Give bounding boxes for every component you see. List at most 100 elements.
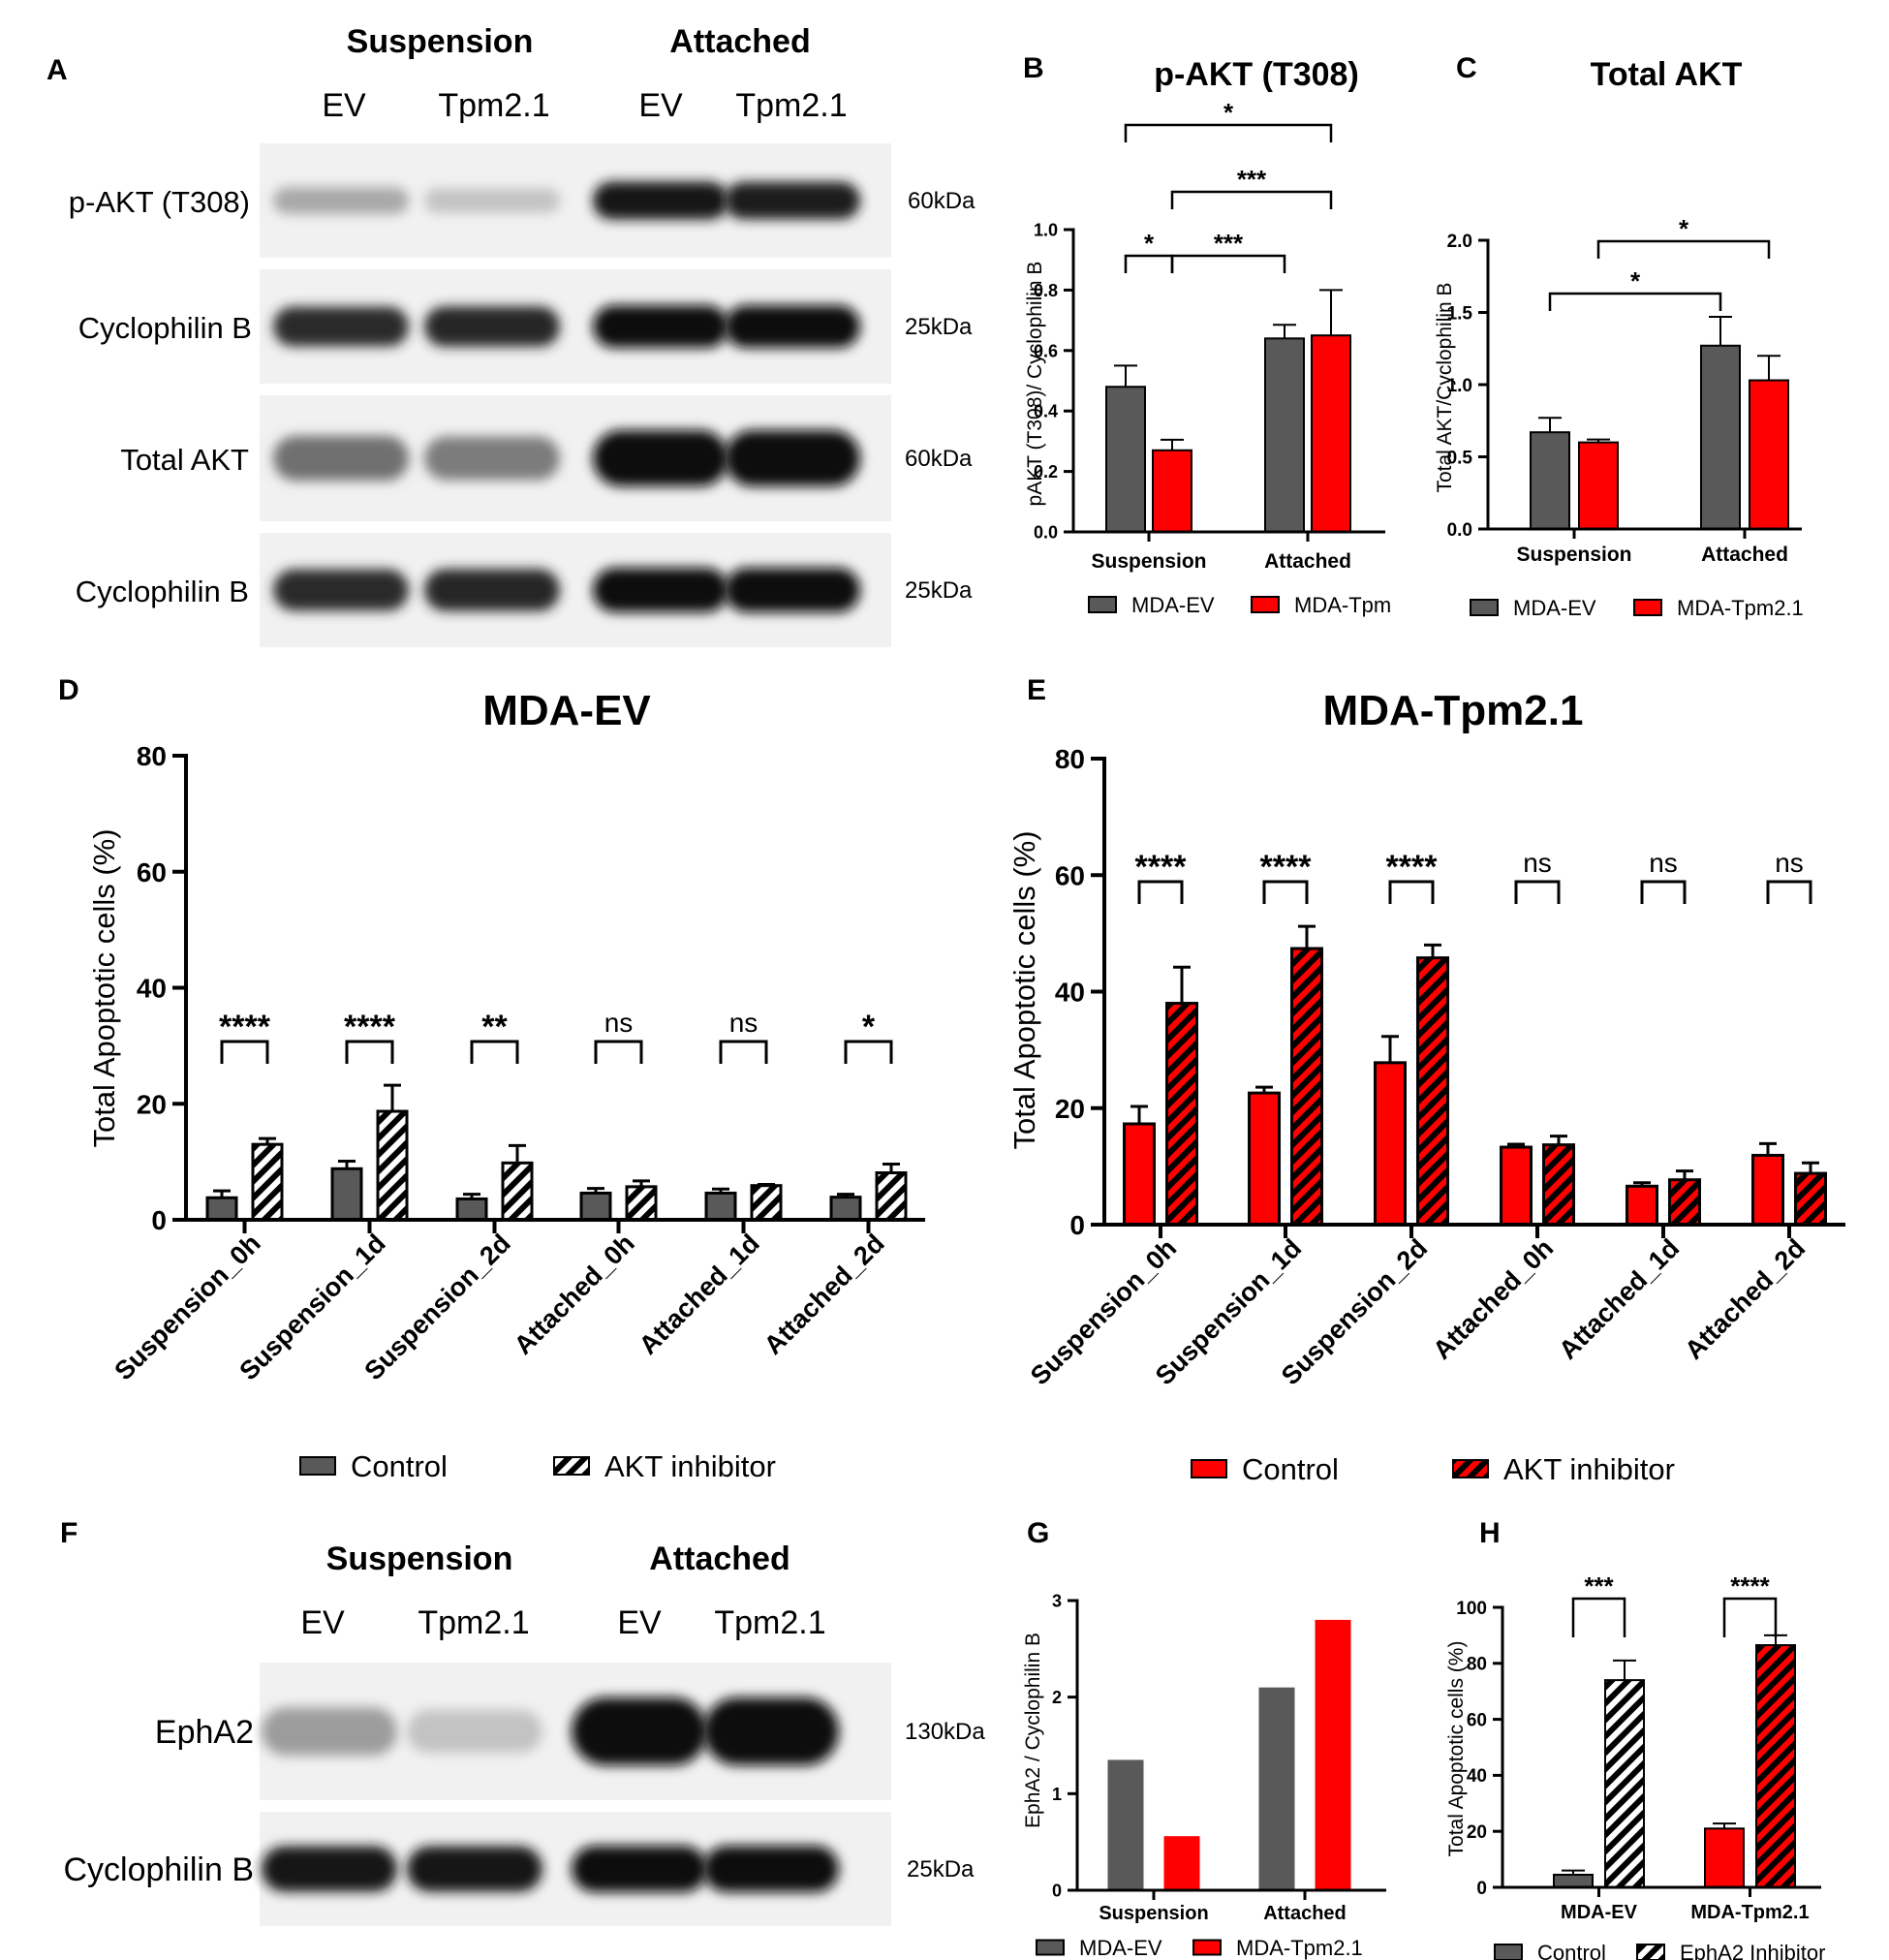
y-tick-label: 40	[1055, 978, 1085, 1008]
significance-label: ns	[1523, 848, 1552, 878]
significance-label: ***	[1584, 1571, 1614, 1601]
significance-bracket	[594, 1040, 643, 1064]
legend-label: MDA-Tpm2.1	[1236, 1936, 1363, 1960]
legend-swatch	[1470, 599, 1499, 616]
bar	[1416, 956, 1449, 1227]
blot-band	[407, 1846, 542, 1892]
y-tick-label: 0.8	[1034, 281, 1058, 300]
y-tick-label: 60	[137, 857, 167, 887]
legend-label: AKT inhibitor	[1503, 1452, 1675, 1486]
bar	[1578, 441, 1619, 531]
legend-swatch	[1636, 1944, 1665, 1960]
significance-bracket	[1596, 239, 1771, 259]
x-category-label: Attached	[1264, 550, 1351, 573]
bar	[1248, 1091, 1281, 1227]
bar	[625, 1185, 658, 1222]
significance-bracket	[1766, 880, 1812, 904]
blot-band	[593, 305, 728, 348]
y-tick-label: 1.5	[1447, 303, 1473, 324]
legend-swatch	[299, 1456, 336, 1476]
blot-band	[262, 1707, 397, 1756]
chart-d-ylabel: Total Apoptotic cells (%)	[87, 828, 121, 1147]
bar	[1530, 431, 1570, 531]
blot-kda-label: 60kDa	[908, 188, 975, 214]
x-category-label: MDA-Tpm2.1	[1690, 1902, 1809, 1923]
y-tick-label: 0	[1476, 1879, 1487, 1899]
y-tick-label: 0	[1069, 1210, 1085, 1240]
blot-band	[273, 187, 409, 214]
x-category-label: Attached_2d	[1679, 1233, 1811, 1365]
western-blot-a: Suspension Attached EV Tpm2.1 EV Tpm2.1 …	[69, 23, 975, 647]
x-category-label: Attached	[1701, 544, 1788, 566]
blot-band	[424, 306, 560, 347]
y-tick-label: 2.0	[1447, 232, 1472, 252]
y-tick-label: 0.2	[1034, 462, 1058, 482]
bar	[1311, 334, 1351, 534]
blot-band	[572, 1697, 707, 1765]
blot-a-group-attached: Attached	[669, 23, 810, 60]
y-tick-label: 40	[1467, 1766, 1487, 1787]
significance-bracket	[1388, 880, 1435, 904]
legend-label: MDA-EV	[1513, 596, 1596, 620]
x-category-label: Attached_1d	[634, 1229, 765, 1360]
bar	[1107, 1759, 1144, 1890]
bar	[1258, 1687, 1295, 1890]
legend-swatch	[1192, 1939, 1222, 1956]
legend-swatch	[1633, 599, 1662, 616]
western-blot-f: Suspension Attached EV Tpm2.1 EV Tpm2.1 …	[63, 1540, 985, 1926]
blot-f-group-attached: Attached	[649, 1540, 790, 1577]
panel-letter-e: E	[1027, 674, 1046, 706]
bar	[1123, 1122, 1156, 1227]
blot-band	[593, 430, 728, 486]
y-tick-label: 60	[1467, 1710, 1487, 1730]
legend-label: Control	[351, 1449, 448, 1483]
legend-swatch	[1251, 596, 1280, 613]
bar	[1794, 1171, 1827, 1227]
chart-e-title: MDA-Tpm2.1	[1323, 687, 1584, 734]
blot-band	[273, 569, 409, 611]
chart-e-ylabel: Total Apoptotic cells (%)	[1007, 830, 1041, 1149]
y-tick-label: 0.0	[1447, 520, 1472, 541]
y-tick-label: 3	[1052, 1591, 1062, 1610]
bar	[1704, 1827, 1745, 1889]
y-tick-label: 60	[1055, 860, 1085, 890]
significance-bracket	[719, 1040, 768, 1064]
y-tick-label: 1.0	[1034, 220, 1058, 239]
blot-f-lane-4: Tpm2.1	[714, 1604, 825, 1641]
significance-label: ****	[1135, 849, 1188, 886]
x-category-label: Attached_1d	[1553, 1233, 1685, 1365]
blot-band	[273, 435, 409, 482]
blot-kda-label: 25kDa	[905, 577, 973, 604]
bar	[205, 1196, 238, 1222]
bar	[455, 1197, 488, 1222]
bar	[1315, 1619, 1351, 1890]
significance-label: *	[1144, 229, 1155, 258]
legend-label: MDA-EV	[1131, 593, 1215, 617]
chart-b-ylabel: pAKT (T308)/ Cyclophilin B	[1024, 262, 1046, 507]
legend-label: EphA2 Inhibitor	[1680, 1941, 1825, 1960]
chart-d-title: MDA-EV	[482, 687, 651, 734]
blot-band	[407, 1709, 542, 1754]
legend-label: MDA-Tpm2.1	[1677, 596, 1804, 620]
blot-a-lane-3: EV	[638, 87, 683, 124]
significance-bracket	[1640, 880, 1687, 904]
chart-g-ylabel: EphA2 / Cyclophilin B	[1022, 1633, 1044, 1828]
blot-band	[725, 181, 860, 220]
legend-label: AKT inhibitor	[604, 1449, 776, 1483]
bar	[376, 1109, 409, 1222]
y-tick-label: 0.6	[1034, 341, 1058, 360]
bar	[1152, 449, 1192, 534]
bar	[1163, 1836, 1200, 1890]
y-tick-label: 80	[1467, 1655, 1487, 1675]
blot-kda-label: 25kDa	[907, 1856, 975, 1882]
blot-a-lane-1: EV	[322, 87, 366, 124]
chart-b-title: p-AKT (T308)	[1154, 56, 1359, 93]
legend-swatch	[1088, 596, 1117, 613]
y-tick-label: 1	[1052, 1785, 1062, 1804]
panel-letter-b: B	[1023, 52, 1044, 84]
blot-a-lane-2: Tpm2.1	[438, 87, 549, 124]
bar	[1290, 947, 1323, 1227]
legend-label: MDA-Tpm	[1294, 593, 1391, 617]
y-tick-label: 80	[1055, 744, 1085, 774]
